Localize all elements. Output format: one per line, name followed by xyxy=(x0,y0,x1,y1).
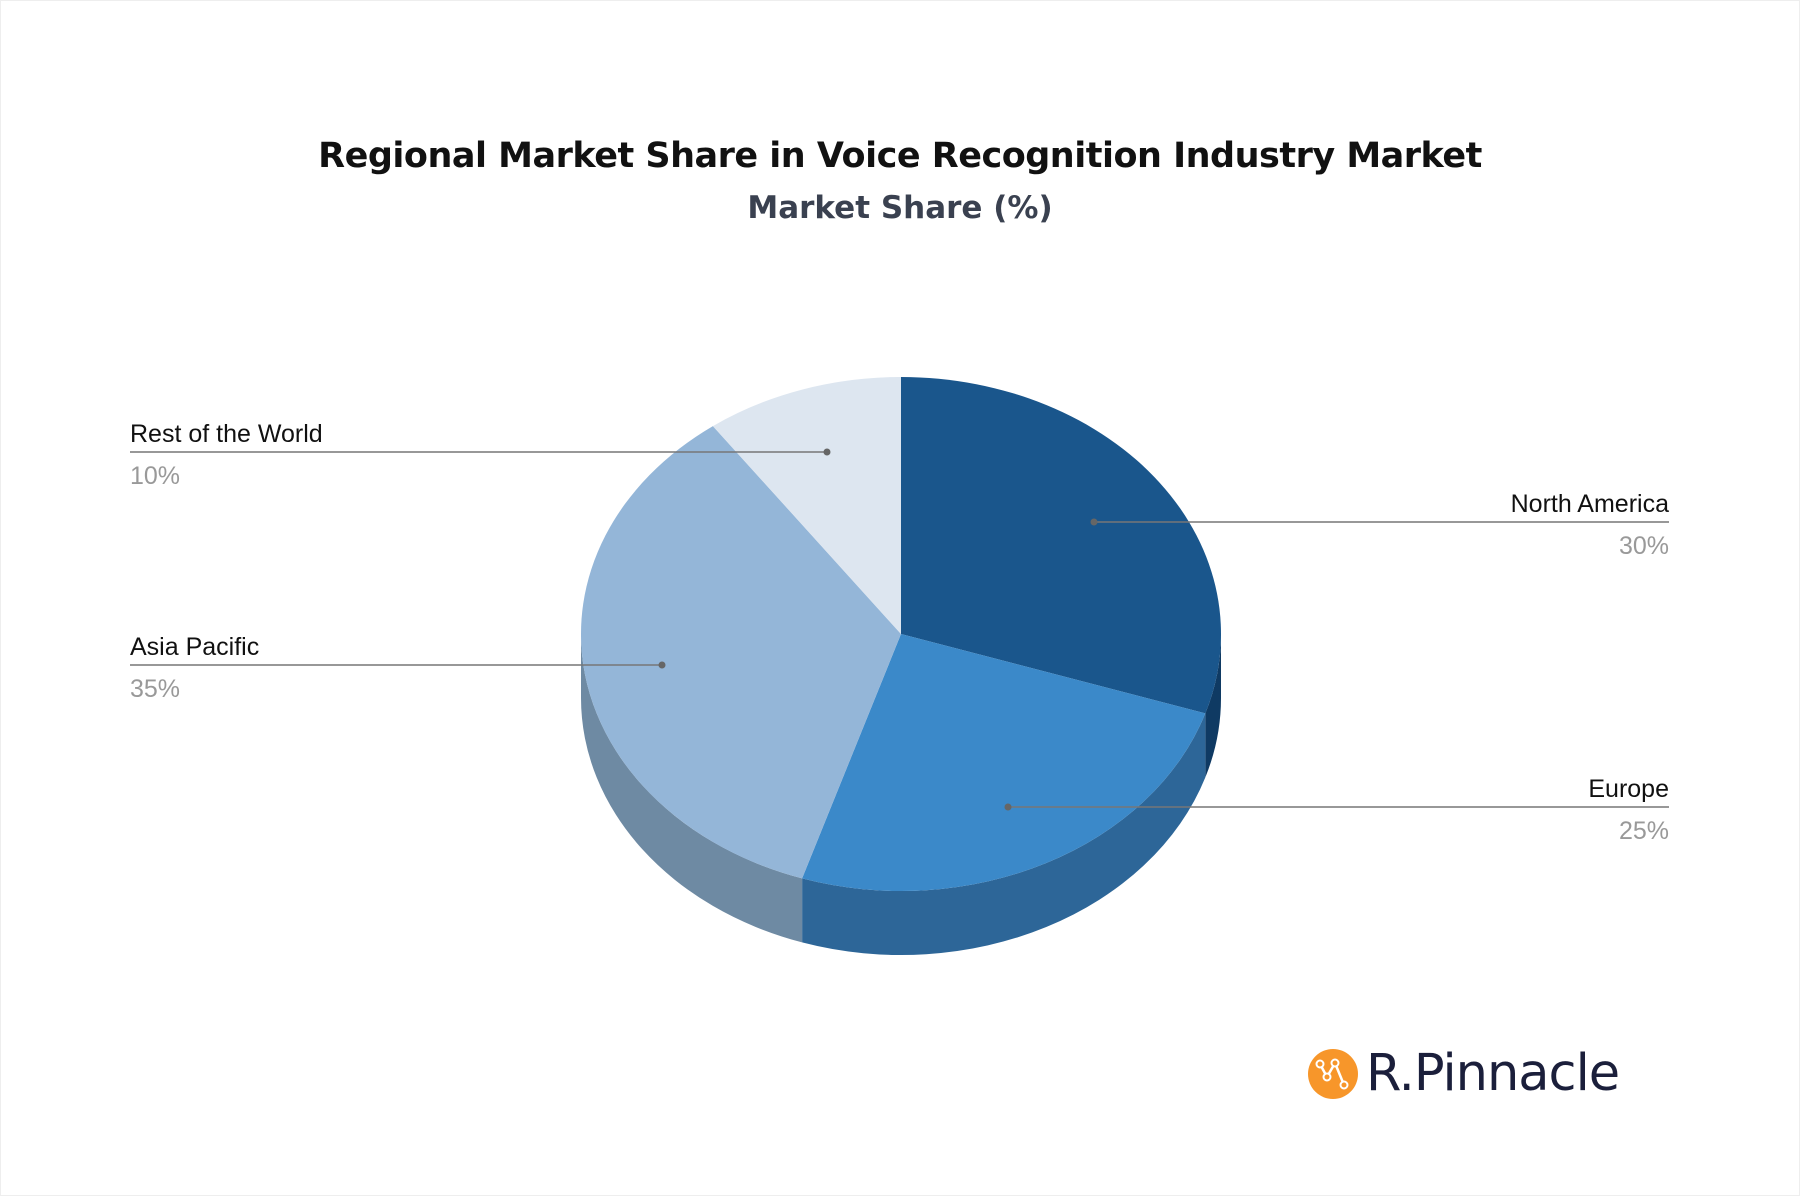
logo: R.Pinnacle xyxy=(1308,1044,1620,1103)
pie-slice-rest-of-the-world[interactable] xyxy=(712,377,901,634)
leader-dot-europe xyxy=(1004,803,1012,811)
pie-slice-europe[interactable] xyxy=(802,634,1206,891)
leader-dot-asia-pacific xyxy=(658,661,666,669)
slice-value-europe: 25% xyxy=(1619,817,1669,845)
chart-subtitle: Market Share (%) xyxy=(747,190,1053,226)
chart-line-icon xyxy=(1308,1048,1358,1099)
pie-slice-north-america[interactable] xyxy=(901,377,1221,714)
slice-label-rest-of-the-world: Rest of the World xyxy=(130,420,323,448)
logo-text: R.Pinnacle xyxy=(1366,1044,1620,1103)
slice-label-asia-pacific: Asia Pacific xyxy=(130,633,259,661)
chart-title: Regional Market Share in Voice Recogniti… xyxy=(318,136,1482,176)
pie-side-europe xyxy=(802,713,1206,955)
pie-side-north-america xyxy=(1205,634,1221,778)
leader-dot-north-america xyxy=(1090,518,1098,526)
slice-value-north-america: 30% xyxy=(1619,532,1669,560)
pie-side-asia-pacific xyxy=(581,634,803,943)
leader-dot-rest-of-the-world xyxy=(823,448,831,456)
slice-label-north-america: North America xyxy=(1511,490,1669,518)
slice-value-rest-of-the-world: 10% xyxy=(130,462,180,490)
slice-value-asia-pacific: 35% xyxy=(130,675,180,703)
pie-slice-asia-pacific[interactable] xyxy=(580,426,901,879)
slice-label-europe: Europe xyxy=(1588,775,1669,803)
